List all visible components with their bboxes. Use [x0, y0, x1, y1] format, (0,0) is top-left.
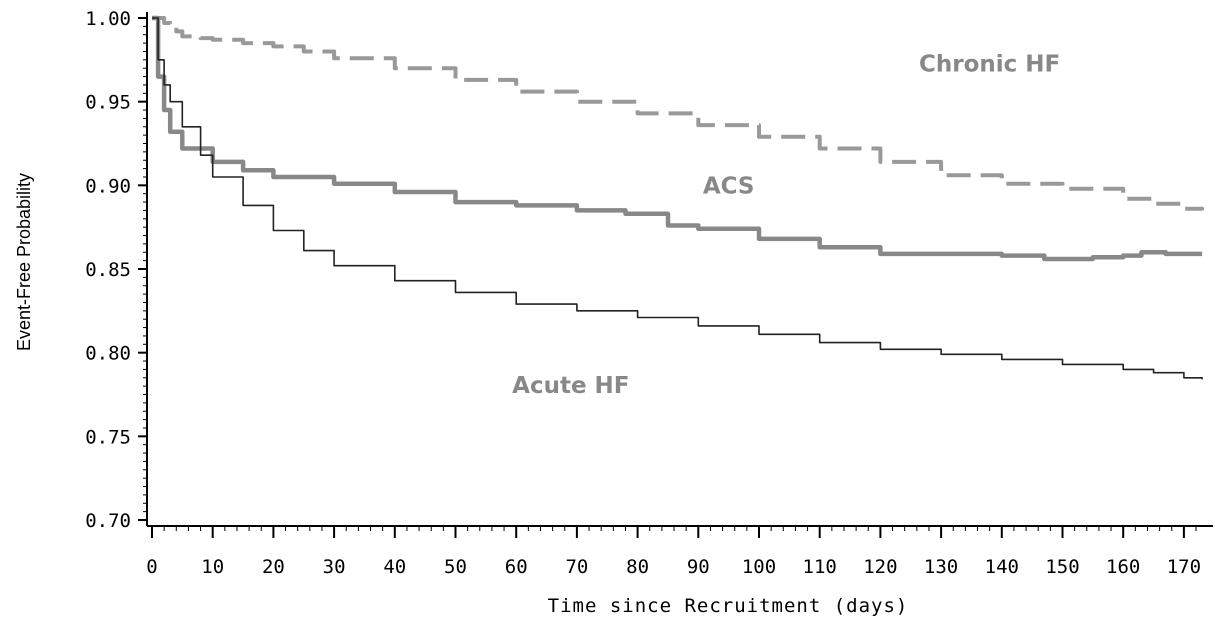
x-tick-label: 120 — [863, 556, 897, 578]
x-tick-label: 160 — [1106, 556, 1140, 578]
x-tick-label: 50 — [444, 556, 467, 578]
y-tick-label: 0.90 — [85, 175, 131, 197]
x-tick-label: 150 — [1045, 556, 1079, 578]
y-tick-label: 0.70 — [85, 510, 131, 532]
series-line-acute-hf — [152, 17, 1203, 380]
x-axis-title: Time since Recruitment (days) — [548, 595, 909, 617]
series-label-acute-hf: Acute HF — [512, 373, 629, 399]
y-axis: 0.70 0.75 0.80 0.85 0.90 0.95 1.00 — [85, 8, 147, 532]
annotation-layer: Chronic HF ACS Acute HF — [512, 52, 1060, 399]
series-label-acs: ACS — [703, 174, 755, 200]
x-tick-label: 100 — [742, 556, 776, 578]
x-tick-label: 80 — [626, 556, 649, 578]
y-axis-title: Event-Free Probability — [14, 173, 34, 351]
y-tick-label: 0.75 — [85, 426, 131, 448]
x-tick-label: 10 — [201, 556, 224, 578]
y-tick-label: 0.80 — [85, 343, 131, 365]
x-tick-label: 30 — [323, 556, 346, 578]
series-line-acs — [152, 15, 1203, 262]
series-layer — [152, 15, 1205, 380]
x-tick-label: 60 — [505, 556, 528, 578]
y-tick-label: 0.95 — [85, 92, 131, 114]
x-tick-label: 70 — [565, 556, 588, 578]
x-tick-label: 40 — [383, 556, 406, 578]
x-tick-label: 130 — [924, 556, 958, 578]
series-line-chronic-hf — [152, 16, 1205, 211]
y-tick-label: 1.00 — [85, 8, 131, 30]
x-tick-label: 90 — [687, 556, 710, 578]
x-axis: 0 10 20 30 40 50 60 70 80 90 100 110 120 130 140 150 160… — [146, 526, 1201, 578]
plot-frame — [146, 12, 1213, 527]
x-tick-label: 170 — [1167, 556, 1201, 578]
x-tick-label: 110 — [803, 556, 837, 578]
x-tick-label: 140 — [985, 556, 1019, 578]
x-tick-label: 20 — [262, 556, 285, 578]
y-tick-label: 0.85 — [85, 259, 131, 281]
series-label-chronic-hf: Chronic HF — [919, 52, 1060, 78]
x-tick-label: 0 — [146, 556, 157, 578]
